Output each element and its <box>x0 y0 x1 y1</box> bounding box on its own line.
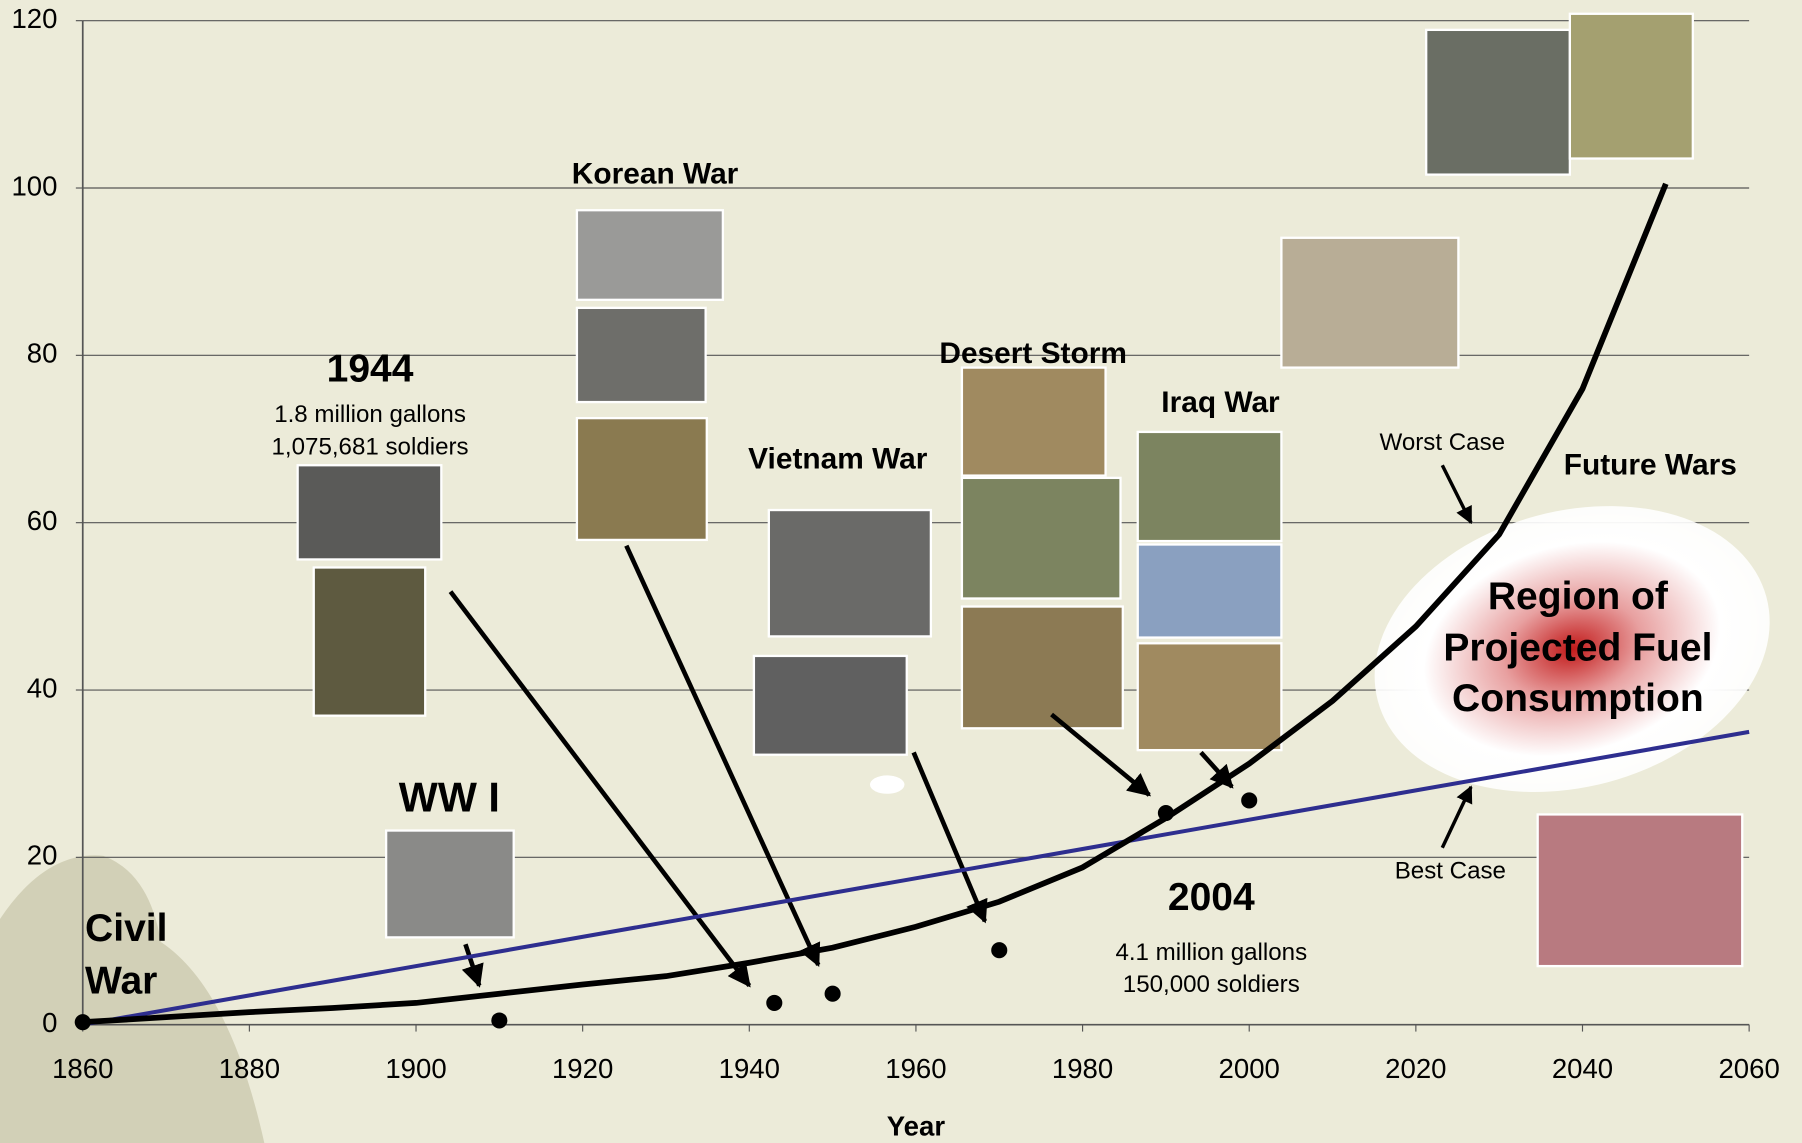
annotation: Consumption <box>1452 677 1704 720</box>
x-tick-label: 1980 <box>1052 1053 1113 1084</box>
data-point <box>1158 805 1174 821</box>
arrow <box>465 944 479 985</box>
photo <box>1426 30 1570 175</box>
y-tick-label: 20 <box>27 840 58 871</box>
x-tick-label: 1940 <box>719 1053 780 1084</box>
annotation: 1.8 million gallons <box>274 401 466 428</box>
x-tick-label: 2040 <box>1552 1053 1613 1084</box>
annotation: 4.1 million gallons <box>1115 939 1307 966</box>
y-tick-label: 60 <box>27 505 58 536</box>
data-point <box>766 995 782 1011</box>
annotation: War <box>85 960 157 1003</box>
arrow <box>1442 465 1471 522</box>
photo <box>754 656 907 755</box>
photo <box>962 607 1123 729</box>
photo <box>577 210 723 300</box>
y-tick-label: 40 <box>27 672 58 703</box>
x-tick-label: 2020 <box>1385 1053 1446 1084</box>
x-tick-label: 1900 <box>385 1053 446 1084</box>
y-tick-label: 100 <box>11 170 57 201</box>
blob <box>870 775 904 793</box>
y-tick-label: 120 <box>11 3 57 34</box>
photo <box>298 465 442 559</box>
annotation: WW I <box>399 775 500 821</box>
data-point <box>991 942 1007 958</box>
photo <box>314 567 425 715</box>
x-tick-label: 1880 <box>219 1053 280 1084</box>
annotation: 2004 <box>1168 876 1255 919</box>
photo <box>1138 545 1282 638</box>
x-tick-label: 2000 <box>1219 1053 1280 1084</box>
annotation: Civil <box>85 907 167 950</box>
annotation: 150,000 soldiers <box>1123 971 1300 998</box>
photo <box>577 308 706 402</box>
x-tick-label: 1920 <box>552 1053 613 1084</box>
data-point <box>825 986 841 1002</box>
arrow <box>1442 787 1471 848</box>
photo <box>1570 14 1693 159</box>
annotation: Desert Storm <box>939 337 1127 370</box>
annotation: Future Wars <box>1564 448 1737 481</box>
data-point <box>1241 792 1257 808</box>
y-tick-label: 80 <box>27 338 58 369</box>
arrow <box>914 752 985 921</box>
x-axis-label: Year <box>887 1110 946 1141</box>
annotation: Iraq War <box>1161 386 1280 419</box>
annotation: Korean War <box>572 158 739 191</box>
annotation: 1,075,681 soldiers <box>272 433 469 460</box>
data-point <box>75 1014 91 1030</box>
annotation: Region of <box>1488 575 1669 618</box>
photo <box>769 510 931 636</box>
annotation: 1944 <box>327 347 414 390</box>
x-tick-label: 2060 <box>1718 1053 1779 1084</box>
annotation: Projected Fuel <box>1443 627 1712 670</box>
annotation: Vietnam War <box>748 443 928 476</box>
photo <box>1281 238 1458 368</box>
photo <box>962 368 1106 476</box>
photo <box>1138 432 1282 541</box>
series-label: Best Case <box>1395 857 1506 884</box>
photo <box>386 831 514 938</box>
x-tick-label: 1960 <box>885 1053 946 1084</box>
photo <box>962 478 1121 599</box>
x-tick-label: 1860 <box>52 1053 113 1084</box>
photo <box>1138 643 1282 750</box>
photo <box>577 418 707 540</box>
photo <box>1538 814 1743 966</box>
y-tick-label: 0 <box>42 1007 57 1038</box>
data-point <box>491 1012 507 1028</box>
series-label: Worst Case <box>1380 429 1506 456</box>
chart: Year 02040608010012018601880190019201940… <box>0 0 1802 1143</box>
